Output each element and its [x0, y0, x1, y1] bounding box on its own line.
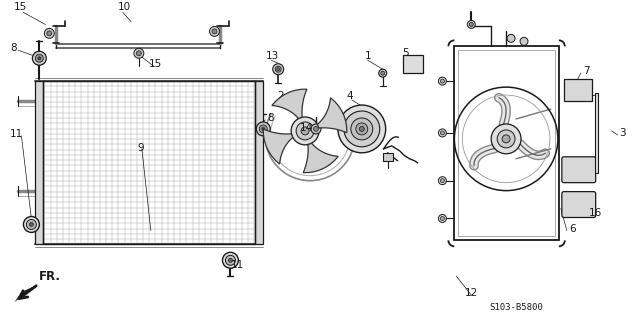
Text: 11: 11	[230, 260, 244, 270]
Circle shape	[47, 31, 52, 36]
Circle shape	[228, 258, 232, 262]
Circle shape	[440, 131, 444, 135]
Circle shape	[225, 255, 236, 265]
Text: 10: 10	[118, 3, 131, 12]
Circle shape	[256, 122, 270, 136]
Circle shape	[291, 117, 319, 145]
Bar	[595, 93, 598, 173]
Circle shape	[262, 127, 265, 131]
Text: 8: 8	[10, 43, 17, 53]
Bar	[35, 81, 44, 244]
Circle shape	[212, 29, 217, 34]
Circle shape	[276, 68, 280, 71]
Text: 2: 2	[277, 91, 284, 101]
FancyBboxPatch shape	[562, 157, 596, 183]
Circle shape	[497, 130, 515, 148]
Circle shape	[223, 252, 238, 268]
Circle shape	[24, 217, 39, 232]
Circle shape	[381, 71, 385, 75]
Circle shape	[438, 214, 446, 222]
Circle shape	[469, 22, 473, 27]
Circle shape	[491, 124, 521, 154]
Circle shape	[314, 126, 319, 132]
Text: 4: 4	[347, 91, 353, 101]
Text: 12: 12	[465, 288, 479, 298]
Circle shape	[35, 54, 44, 62]
Bar	[454, 46, 559, 240]
Circle shape	[438, 177, 446, 185]
Circle shape	[438, 77, 446, 85]
Circle shape	[275, 66, 281, 72]
Circle shape	[209, 27, 220, 36]
Circle shape	[351, 118, 372, 140]
Circle shape	[507, 34, 515, 42]
Text: 1: 1	[365, 51, 371, 61]
Text: 6: 6	[569, 224, 575, 235]
Text: 16: 16	[589, 209, 602, 219]
Bar	[383, 153, 393, 161]
Circle shape	[26, 220, 36, 229]
Text: 15: 15	[149, 59, 162, 69]
Bar	[44, 81, 255, 244]
Circle shape	[359, 126, 364, 132]
Circle shape	[273, 64, 284, 75]
Circle shape	[134, 48, 144, 58]
Polygon shape	[15, 284, 38, 302]
Circle shape	[440, 79, 444, 83]
Circle shape	[379, 69, 387, 77]
Polygon shape	[317, 98, 347, 133]
Text: 8: 8	[268, 113, 274, 123]
Circle shape	[502, 135, 510, 143]
Bar	[564, 79, 592, 101]
Text: FR.: FR.	[39, 270, 61, 283]
Text: 11: 11	[10, 129, 23, 139]
Circle shape	[301, 127, 309, 135]
Circle shape	[136, 51, 141, 56]
Circle shape	[356, 123, 368, 135]
Circle shape	[440, 217, 444, 220]
Text: 7: 7	[583, 66, 589, 76]
Bar	[255, 81, 263, 244]
Circle shape	[33, 51, 46, 65]
Text: 3: 3	[620, 128, 626, 138]
Text: 13: 13	[266, 51, 280, 61]
Circle shape	[38, 57, 41, 60]
Circle shape	[259, 125, 268, 133]
Circle shape	[467, 20, 476, 28]
Text: 14: 14	[300, 123, 314, 133]
Circle shape	[44, 28, 54, 38]
Polygon shape	[272, 89, 307, 119]
Bar	[458, 50, 555, 236]
Circle shape	[296, 122, 314, 140]
Polygon shape	[263, 129, 292, 164]
Bar	[403, 55, 422, 73]
Circle shape	[438, 129, 446, 137]
FancyBboxPatch shape	[562, 192, 596, 218]
Circle shape	[29, 222, 33, 227]
Circle shape	[440, 179, 444, 183]
Text: S103-B5800: S103-B5800	[489, 303, 543, 312]
Text: 9: 9	[137, 143, 143, 153]
Circle shape	[311, 124, 321, 134]
Text: 15: 15	[13, 3, 27, 12]
Circle shape	[338, 105, 386, 153]
Text: 5: 5	[403, 48, 409, 58]
Circle shape	[520, 37, 528, 45]
Circle shape	[344, 111, 380, 147]
Polygon shape	[303, 143, 338, 173]
